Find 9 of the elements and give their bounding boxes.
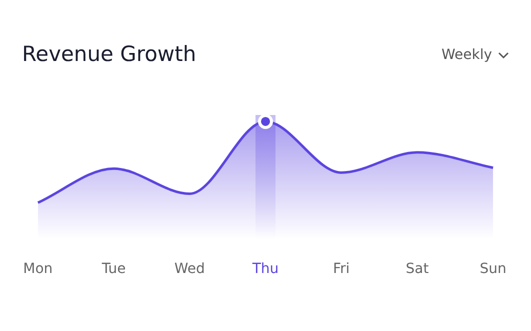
x-tick-label: Thu	[251, 261, 279, 278]
chart-title: Revenue Growth	[22, 42, 196, 66]
text: Weekly	[441, 47, 492, 63]
x-tick-label: Mon	[23, 261, 53, 278]
x-tick-label: Fri	[333, 261, 350, 278]
x-tick-label: Sun	[480, 261, 506, 278]
x-tick-label: Sat	[406, 261, 430, 278]
x-tick-label: Wed	[174, 261, 205, 278]
x-tick-label: Tue	[100, 261, 126, 278]
